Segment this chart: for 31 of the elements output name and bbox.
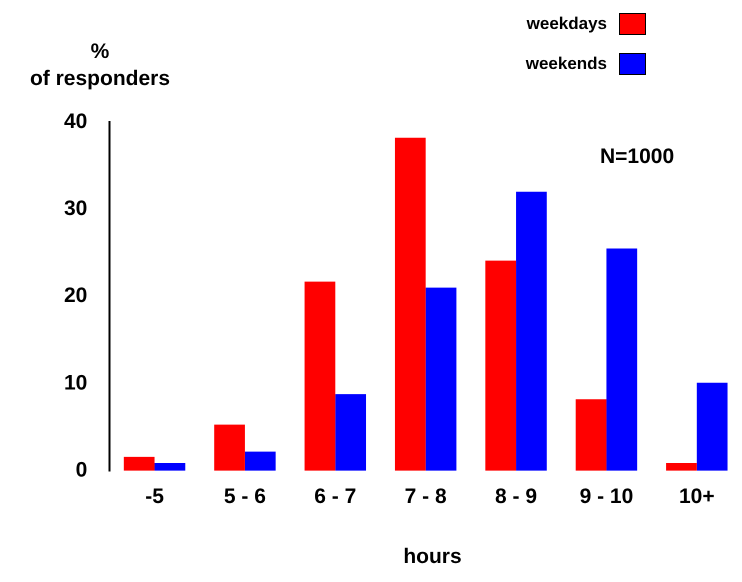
legend-label: weekends bbox=[526, 54, 607, 74]
x-tick-label: 8 - 9 bbox=[495, 485, 538, 508]
x-tick-label: 10+ bbox=[679, 485, 715, 508]
x-tick-label: 9 - 10 bbox=[580, 485, 634, 508]
y-tick-label: 0 bbox=[76, 458, 88, 482]
y-tick-label: 30 bbox=[64, 196, 88, 220]
x-tick-label: 5 - 6 bbox=[224, 485, 266, 508]
bar bbox=[394, 138, 426, 471]
bar bbox=[244, 452, 276, 471]
bar bbox=[696, 382, 728, 471]
bar bbox=[606, 248, 638, 471]
legend-label: weekdays bbox=[526, 14, 607, 34]
bar bbox=[516, 192, 547, 471]
bar bbox=[426, 288, 456, 471]
bar bbox=[124, 456, 155, 471]
bar bbox=[666, 462, 697, 471]
y-tick-label: 20 bbox=[64, 284, 88, 308]
bar bbox=[335, 394, 366, 471]
annotation: N=1000 bbox=[600, 145, 674, 169]
bar bbox=[214, 424, 245, 471]
x-axis-title: hours bbox=[402, 545, 463, 569]
y-tick-label: 40 bbox=[64, 110, 88, 133]
bar bbox=[576, 399, 606, 471]
x-tick-label: 6 - 7 bbox=[314, 485, 356, 508]
bar bbox=[154, 462, 186, 471]
y-tick-label: 10 bbox=[64, 371, 88, 394]
bar bbox=[304, 282, 336, 471]
y-axis-title: % of responders bbox=[28, 39, 172, 92]
bar bbox=[485, 260, 516, 471]
x-tick-label: -5 bbox=[145, 485, 164, 508]
x-tick-label: 7 - 8 bbox=[404, 485, 448, 508]
